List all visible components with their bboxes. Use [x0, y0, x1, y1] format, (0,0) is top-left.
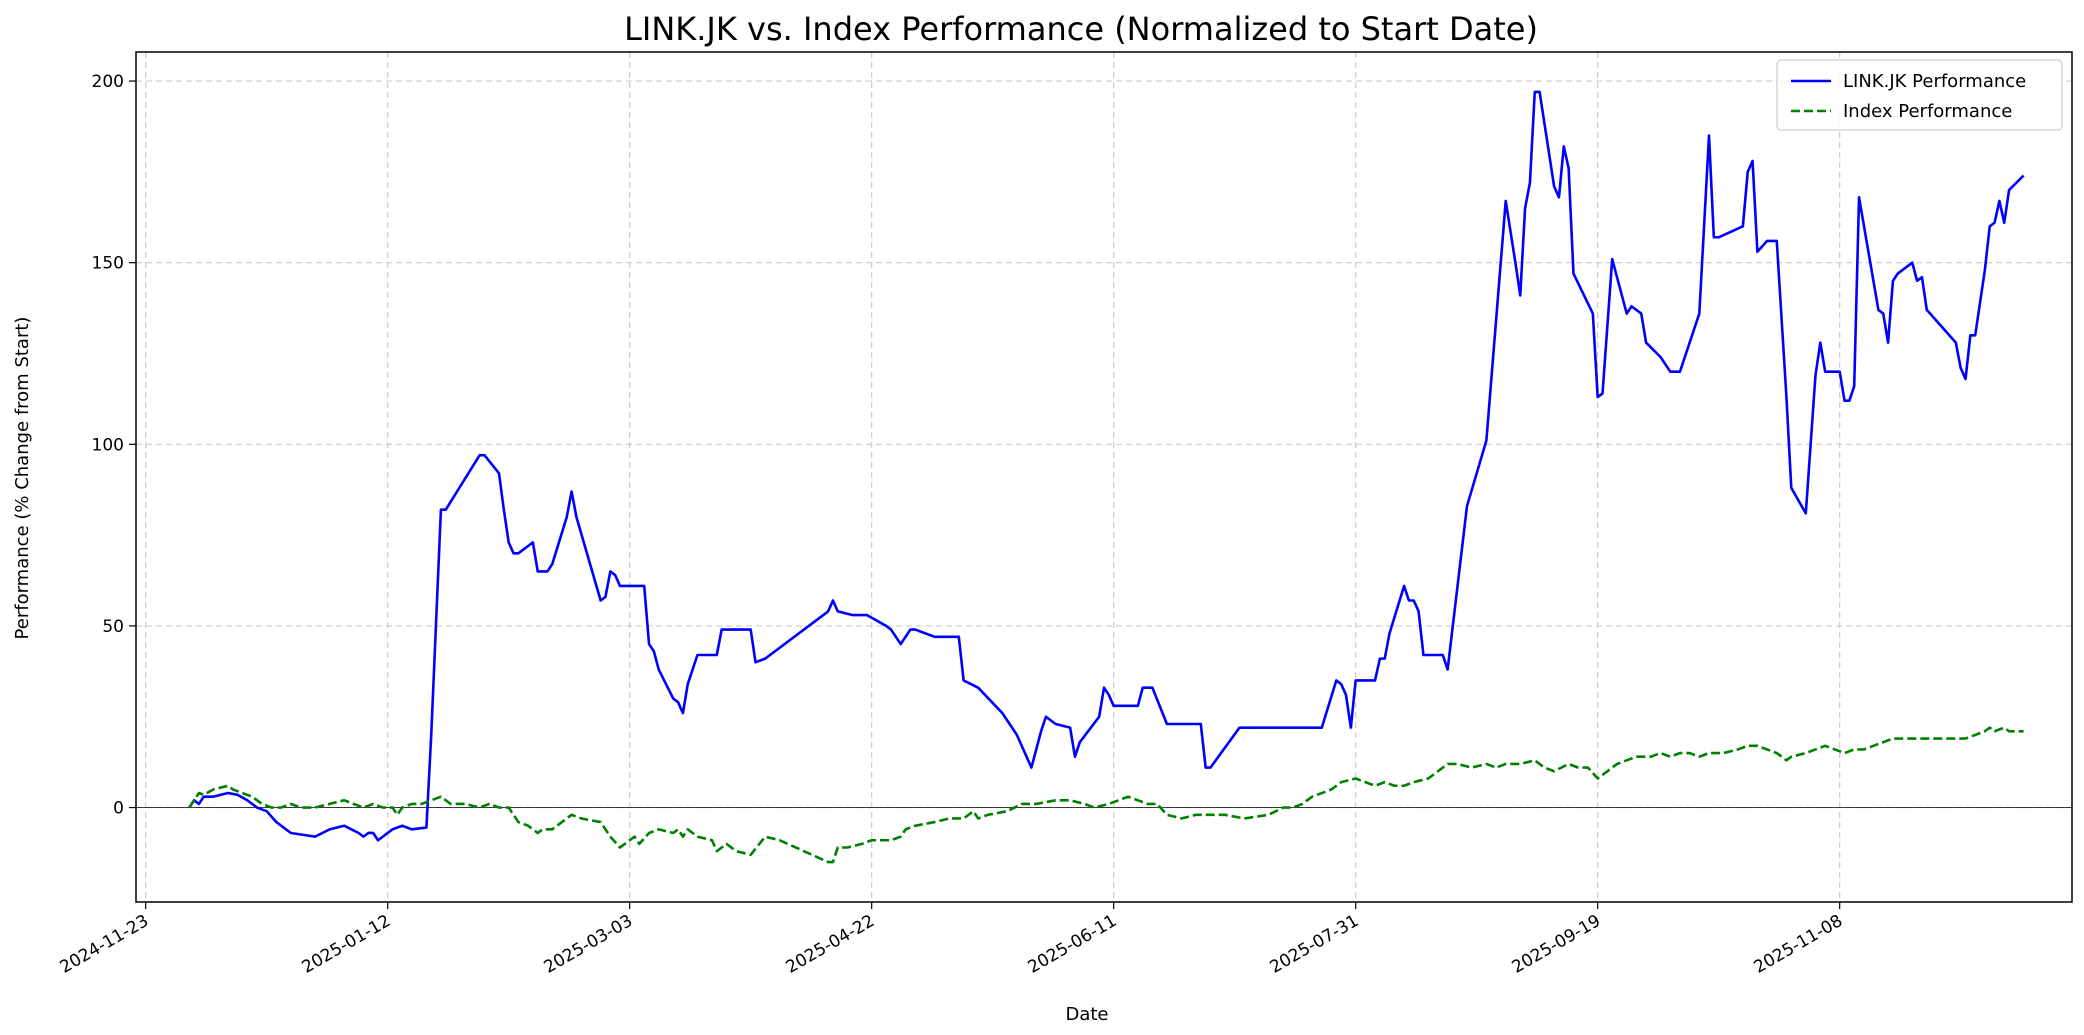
plot-frame	[135, 51, 2073, 903]
series-lines	[188, 90, 2025, 864]
y-axis-ticks: 0 50 100 150 200	[92, 72, 136, 819]
legend-label-1: LINK.JK Performance	[1843, 71, 2026, 92]
y-axis-title: Performance (% Change from Start)	[12, 317, 33, 640]
series-line-1	[188, 90, 2025, 842]
y-tick-label: 200	[92, 72, 124, 92]
y-tick-label: 100	[92, 435, 124, 455]
y-tick-label: 0	[113, 799, 124, 819]
legend-box	[1776, 59, 2063, 131]
y-tick-label: 150	[92, 254, 124, 274]
legend-label-2: Index Performance	[1843, 101, 2012, 122]
y-tick-label: 50	[102, 617, 124, 637]
legend: LINK.JK Performance Index Performance	[1776, 59, 2063, 131]
x-axis-title: Date	[1065, 1004, 1108, 1025]
chart-title: LINK.JK vs. Index Performance (Normalize…	[624, 10, 1538, 48]
